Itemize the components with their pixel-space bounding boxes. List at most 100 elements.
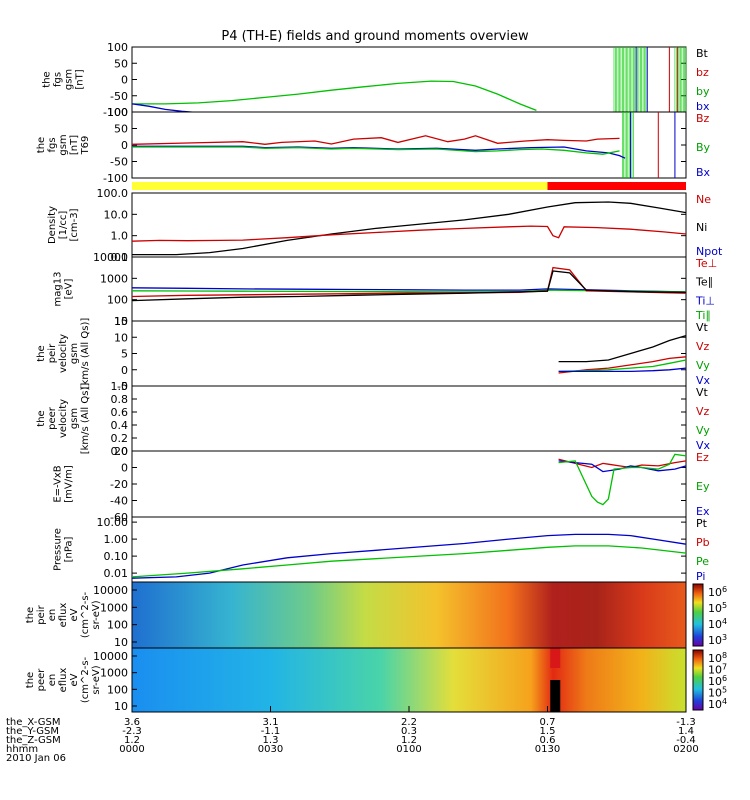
y-tick-label: 1000	[100, 667, 128, 680]
y-tick-label: 10	[114, 700, 128, 713]
legend-entry: By	[696, 141, 711, 154]
legend-entry: Ne	[696, 193, 711, 206]
y-tick-label: 15	[114, 315, 128, 328]
legend-entry: by	[696, 85, 710, 98]
y-axis-label: eV	[69, 673, 80, 686]
y-tick-label: -100	[103, 172, 128, 185]
y-axis-label: sr-eV)	[91, 600, 102, 629]
y-axis-label: [nT]	[69, 135, 80, 155]
y-axis-label: velocity	[58, 334, 69, 373]
x-tick-label: 0.6	[540, 735, 556, 746]
y-axis-label: [nT]	[75, 69, 86, 89]
y-axis-label: [km/s (All Qs)]	[80, 383, 91, 455]
y-axis-label: velocity	[58, 399, 69, 438]
y-axis-label: Density	[47, 206, 58, 244]
panel-frame	[131, 450, 687, 518]
y-tick-label: 10000	[93, 650, 128, 663]
y-tick-label: 100.0	[97, 187, 129, 200]
y-axis-label: peir	[47, 343, 58, 363]
x-tick-label: 0100	[396, 744, 421, 755]
y-tick-label: 1.0	[111, 380, 129, 393]
y-axis-label: the	[36, 137, 47, 153]
y-axis-label: fgs	[53, 72, 64, 87]
series-line	[132, 146, 620, 155]
y-axis-label: peer	[47, 406, 58, 430]
y-tick-label: 1.00	[104, 533, 129, 546]
series-line	[558, 359, 687, 373]
y-axis-label: eflux	[58, 603, 69, 628]
y-tick-label: 0.6	[111, 406, 129, 419]
x-tick-label: 1.3	[263, 735, 279, 746]
legend-entry: Te⊥	[695, 257, 717, 270]
y-tick-label: 0	[121, 364, 128, 377]
series-line	[131, 545, 687, 578]
y-axis-label: [km/s (All Qs)]	[80, 318, 91, 390]
y-axis-label: fgs	[47, 137, 58, 152]
y-tick-label: 0.0	[111, 445, 129, 458]
series-line	[558, 356, 687, 374]
x-tick-label: 1.4	[678, 726, 694, 737]
y-tick-label: 1000	[100, 601, 128, 614]
x-tick-label: 2.2	[401, 717, 417, 728]
legend-entry: Ni	[696, 221, 707, 234]
x-tick-label: 3.6	[124, 717, 140, 728]
series-line	[558, 334, 687, 363]
y-axis-label: peer	[36, 668, 47, 692]
panel-frame	[131, 516, 687, 583]
y-tick-label: 5	[121, 348, 128, 361]
x-tick-label: 1.2	[401, 735, 417, 746]
legend-entry: Pt	[696, 517, 708, 530]
y-tick-label: 100	[107, 41, 128, 54]
y-tick-label: 10000	[93, 584, 128, 597]
y-axis-label: gsm	[69, 343, 80, 364]
series-line	[131, 533, 687, 579]
status-bar-segment	[132, 182, 548, 190]
legend-entry: bz	[696, 66, 709, 79]
x-axis-row-label: the_X-GSM	[6, 717, 60, 728]
legend-entry: Pe	[696, 555, 709, 568]
y-axis-label: mag13	[53, 272, 64, 307]
x-tick-label: 1.5	[540, 726, 556, 737]
y-axis-label: [cm-3]	[69, 208, 80, 241]
chart-title: P4 (TH-E) fields and ground moments over…	[221, 29, 529, 44]
colorbar-tick-label: 104	[708, 697, 727, 711]
series-line	[131, 225, 687, 242]
legend-entry: Vt	[696, 321, 709, 334]
series-line	[132, 80, 537, 112]
y-tick-label: 0.1	[111, 251, 129, 264]
y-tick-label: 1000	[100, 272, 128, 285]
legend-entry: Vy	[696, 424, 710, 437]
y-axis-label: the	[25, 607, 36, 623]
y-axis-label: (cm^2-s-	[80, 591, 91, 638]
x-tick-label: 0000	[119, 744, 144, 755]
legend-entry: Pi	[696, 570, 705, 583]
legend-entry: Bx	[696, 166, 711, 179]
x-tick-label: 0130	[535, 744, 560, 755]
colorbar	[692, 649, 704, 711]
y-axis-label: eV	[69, 608, 80, 621]
y-tick-label: 50	[114, 57, 128, 70]
spectrogram-gap	[550, 680, 561, 712]
y-tick-label: -50	[110, 156, 128, 169]
series-line	[131, 270, 687, 302]
y-axis-label: the	[25, 672, 36, 688]
x-tick-label: 0.3	[401, 726, 417, 737]
series-line	[131, 287, 687, 293]
x-tick-label: -2.3	[122, 726, 142, 737]
legend-entry: Ti∥	[695, 309, 711, 322]
x-tick-label: 0030	[258, 744, 283, 755]
y-axis-label: the	[36, 345, 47, 361]
y-axis-label: en	[47, 609, 58, 622]
y-axis-label: [nPa]	[64, 536, 75, 562]
spectrogram-image	[132, 648, 686, 712]
x-axis-row-label: 2010 Jan 06	[6, 753, 66, 764]
y-axis-label: peir	[36, 604, 47, 624]
spectrogram-gap-top	[550, 648, 561, 668]
legend-entry: Vz	[696, 340, 710, 353]
x-axis-row-label: the_Z-GSM	[6, 735, 61, 746]
y-axis-label: the	[42, 71, 53, 87]
x-tick-label: -1.1	[261, 726, 281, 737]
y-axis-label: sr-eV)	[91, 665, 102, 694]
legend-entry: Npot	[696, 245, 723, 258]
